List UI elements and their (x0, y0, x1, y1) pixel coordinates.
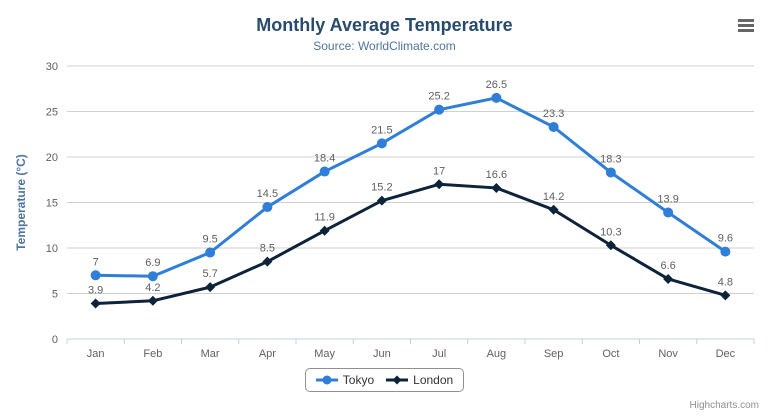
x-axis-label: Dec (716, 348, 736, 360)
legend: Tokyo London (0, 368, 769, 392)
y-axis-label: 0 (52, 334, 58, 346)
tokyo-series-line[interactable] (94, 96, 727, 278)
london-point-oct[interactable] (605, 240, 616, 251)
london-point-apr[interactable] (262, 256, 273, 267)
london-point-jun[interactable] (376, 195, 387, 206)
chart-subtitle: Source: WorldClimate.com (313, 39, 456, 53)
tokyo-line-marker-icon (315, 375, 338, 385)
data-label: 16.6 (486, 169, 507, 181)
x-axis-label: Aug (487, 348, 507, 360)
data-label: 15.2 (371, 182, 392, 194)
london-point-jan[interactable] (90, 298, 101, 309)
legend-item-tokyo[interactable]: Tokyo (315, 373, 375, 387)
data-label: 3.9 (88, 285, 103, 297)
data-label: 5.7 (202, 268, 217, 280)
data-label: 8.5 (260, 243, 275, 255)
legend-item-london[interactable]: London (386, 373, 453, 387)
data-label: 6.9 (145, 257, 160, 269)
x-axis-label: Apr (259, 348, 276, 360)
london-point-jul[interactable] (434, 179, 445, 190)
data-label: 4.8 (718, 276, 733, 288)
tokyo-point-mar[interactable] (205, 247, 216, 258)
data-label: 18.4 (314, 153, 335, 165)
london-point-may[interactable] (319, 225, 330, 236)
data-label: 18.3 (600, 153, 621, 165)
tokyo-point-dec[interactable] (720, 246, 731, 257)
x-axis-label: Oct (602, 348, 619, 360)
data-label: 6.6 (660, 260, 675, 272)
tokyo-point-nov[interactable] (663, 207, 674, 218)
data-label: 21.5 (371, 124, 392, 136)
legend-box: Tokyo London (304, 368, 465, 392)
tokyo-point-jul[interactable] (434, 104, 445, 115)
london-point-sep[interactable] (548, 204, 559, 215)
x-axis-label: May (314, 348, 335, 360)
x-axis-label: Jul (432, 348, 446, 360)
tokyo-point-may[interactable] (319, 166, 330, 177)
data-label: 9.6 (718, 233, 733, 245)
x-axis-label: Feb (143, 348, 162, 360)
x-axis-label: Sep (544, 348, 564, 360)
data-label: 23.3 (543, 108, 564, 120)
london-point-mar[interactable] (205, 282, 216, 293)
x-axis-label: Mar (201, 348, 220, 360)
data-label: 26.5 (486, 79, 507, 91)
data-label: 7 (93, 256, 99, 268)
y-axis-label: 30 (46, 61, 58, 73)
y-axis-label: 10 (46, 243, 58, 255)
tokyo-point-oct[interactable] (605, 167, 616, 178)
export-menu-button[interactable] (733, 14, 759, 36)
y-axis-label: 15 (46, 198, 58, 210)
data-label: 17 (433, 165, 445, 177)
data-label: 11.9 (314, 212, 335, 224)
y-axis-label: 25 (46, 107, 58, 119)
london-point-dec[interactable] (720, 290, 731, 301)
london-point-aug[interactable] (491, 182, 502, 193)
data-label: 14.2 (543, 191, 564, 203)
credits-link[interactable]: Highcharts.com (689, 400, 759, 411)
tokyo-point-feb[interactable] (147, 271, 158, 282)
london-line-marker-icon (386, 375, 409, 385)
data-label: 4.2 (145, 282, 160, 294)
y-axis-title: Temperature (°C) (14, 154, 28, 251)
data-label: 13.9 (657, 194, 678, 206)
y-axis-label: 20 (46, 152, 58, 164)
tokyo-point-jan[interactable] (90, 270, 101, 281)
data-label: 14.5 (257, 188, 278, 200)
legend-label-tokyo: Tokyo (342, 373, 375, 387)
tokyo-point-apr[interactable] (262, 202, 273, 213)
london-point-nov[interactable] (663, 273, 674, 284)
data-label: 9.5 (202, 234, 217, 246)
london-point-feb[interactable] (147, 295, 158, 306)
london-series-line[interactable] (94, 182, 727, 306)
x-axis-label: Nov (658, 348, 678, 360)
data-label: 25.2 (428, 91, 449, 103)
chart-title: Monthly Average Temperature (256, 15, 513, 35)
x-axis-label: Jan (87, 348, 105, 360)
tokyo-point-sep[interactable] (548, 121, 559, 132)
tokyo-point-jun[interactable] (376, 138, 387, 149)
tokyo-point-aug[interactable] (491, 92, 502, 103)
legend-label-london: London (413, 373, 454, 387)
data-label: 10.3 (600, 226, 621, 238)
y-axis-label: 5 (52, 289, 58, 301)
x-axis-label: Jun (373, 348, 391, 360)
